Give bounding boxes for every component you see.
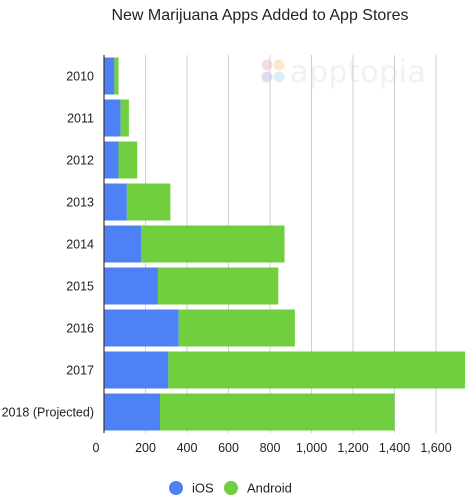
bar-android-2012 [118,141,138,179]
y-tick-label: 2015 [66,280,94,294]
chart-title: New Marijuana Apps Added to App Stores [111,7,408,24]
bar-android-2015 [157,267,279,305]
bar-android-2011 [120,99,129,137]
y-tick-label: 2010 [66,70,94,84]
y-tick-label: 2016 [66,322,94,336]
legend: iOS Android [169,481,292,496]
bar-android-2018 [160,393,395,431]
bar-ios-2016 [104,309,179,347]
bar-android-2016 [178,309,295,347]
x-tick-label: 1,200 [337,441,368,455]
legend-label-android: Android [247,481,292,496]
bar-ios-2010 [104,57,115,95]
x-tick-label: 800 [260,441,281,455]
x-tick-label: 1,400 [379,441,410,455]
x-tick-label: 0 [93,441,100,455]
x-tick-label: 1,600 [420,441,451,455]
y-tick-label: 2011 [67,112,94,126]
bar-ios-2012 [104,141,119,179]
bars [104,57,465,431]
bar-ios-2018 [104,393,161,431]
x-tick-label: 400 [177,441,198,455]
y-tick-label: 2014 [66,238,94,252]
bar-android-2013 [126,183,171,221]
y-tick-label: 2013 [66,196,94,210]
bar-ios-2015 [104,267,158,305]
legend-label-ios: iOS [192,481,214,496]
y-tick-label: 2017 [66,364,94,378]
bar-ios-2017 [104,351,169,389]
bar-android-2014 [141,225,285,263]
bar-ios-2014 [104,225,142,263]
legend-swatch-ios [169,481,183,495]
legend-swatch-android [224,481,238,495]
bar-ios-2011 [104,99,121,137]
x-tick-label: 600 [218,441,239,455]
axes: 0 200 400 600 800 1,000 1,200 1,400 1,600 2010 201… [2,55,452,455]
bar-android-2017 [168,351,465,389]
x-tick-label: 1,000 [296,441,327,455]
y-tick-label: 2012 [66,154,94,168]
bar-android-2010 [114,57,119,95]
bar-ios-2013 [104,183,127,221]
y-tick-label: 2018 (Projected) [2,406,94,420]
watermark-text: apptopia [290,55,426,90]
x-tick-label: 200 [135,441,156,455]
apptopia-logo: apptopia [261,55,426,90]
